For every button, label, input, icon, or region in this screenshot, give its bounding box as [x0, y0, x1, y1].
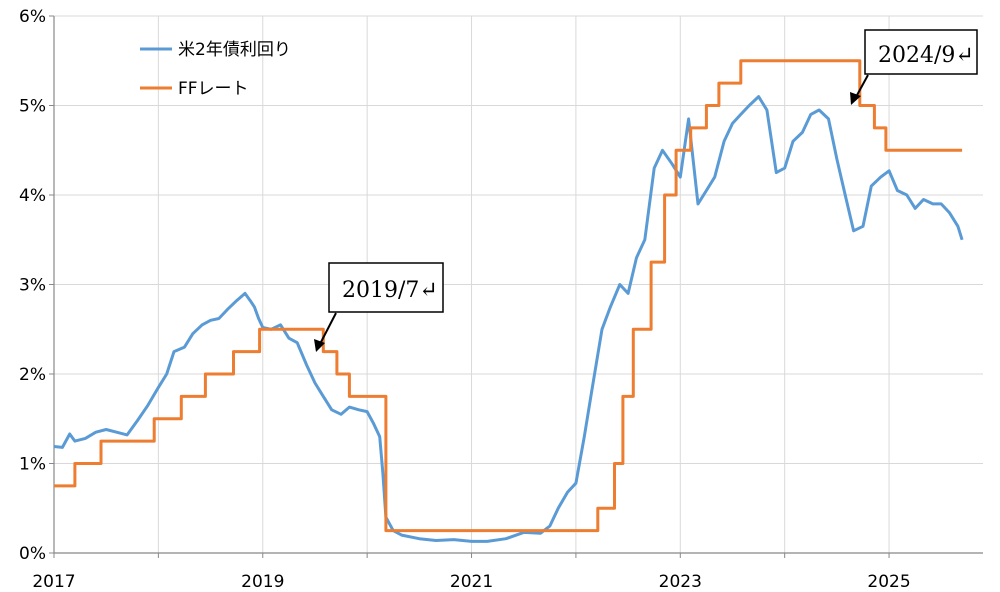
callout-arrowhead: [314, 339, 325, 352]
legend-label-ffrate: FFレート: [178, 79, 249, 99]
callout-label: 2019/7↵: [342, 278, 438, 303]
callout-arrowhead: [850, 92, 861, 105]
callout-arrow: [319, 312, 337, 345]
x-tick-label: 2021: [450, 572, 493, 592]
callout-label: 2024/9↵: [878, 43, 974, 68]
series-layer: [53, 59, 964, 543]
y-tick-label: 6%: [19, 7, 46, 27]
y-tick-label: 5%: [19, 97, 46, 117]
callouts: 2019/7↵ 2024/9↵: [314, 29, 978, 352]
legend-label-yield: 米2年債利回り: [178, 40, 291, 60]
y-tick-label: 3%: [19, 276, 46, 296]
y-tick-label: 4%: [19, 186, 46, 206]
y-tick-label: 0%: [19, 544, 46, 564]
legend: 米2年債利回り FFレート: [140, 40, 291, 99]
y-tick-label: 2%: [19, 365, 46, 385]
callout-box: [328, 262, 444, 313]
series-line-yield: [53, 95, 964, 543]
y-tick-label: 1%: [19, 455, 46, 475]
callout-box: [864, 29, 978, 75]
tick-labels: 0% 1% 2% 3% 4% 5% 6% 2017 2019 2021 2023 2025: [19, 7, 911, 592]
callout-2019-7: 2019/7↵: [314, 262, 444, 352]
x-tick-label: 2017: [32, 572, 75, 592]
callout-arrow: [855, 74, 869, 98]
gridlines: [54, 15, 983, 553]
x-tick-label: 2025: [867, 572, 910, 592]
series-line-ffrate: [54, 59, 963, 533]
axes: [49, 15, 983, 558]
callout-2024-9: 2024/9↵: [850, 29, 978, 105]
x-tick-label: 2023: [659, 572, 702, 592]
x-tick-label: 2019: [241, 572, 284, 592]
